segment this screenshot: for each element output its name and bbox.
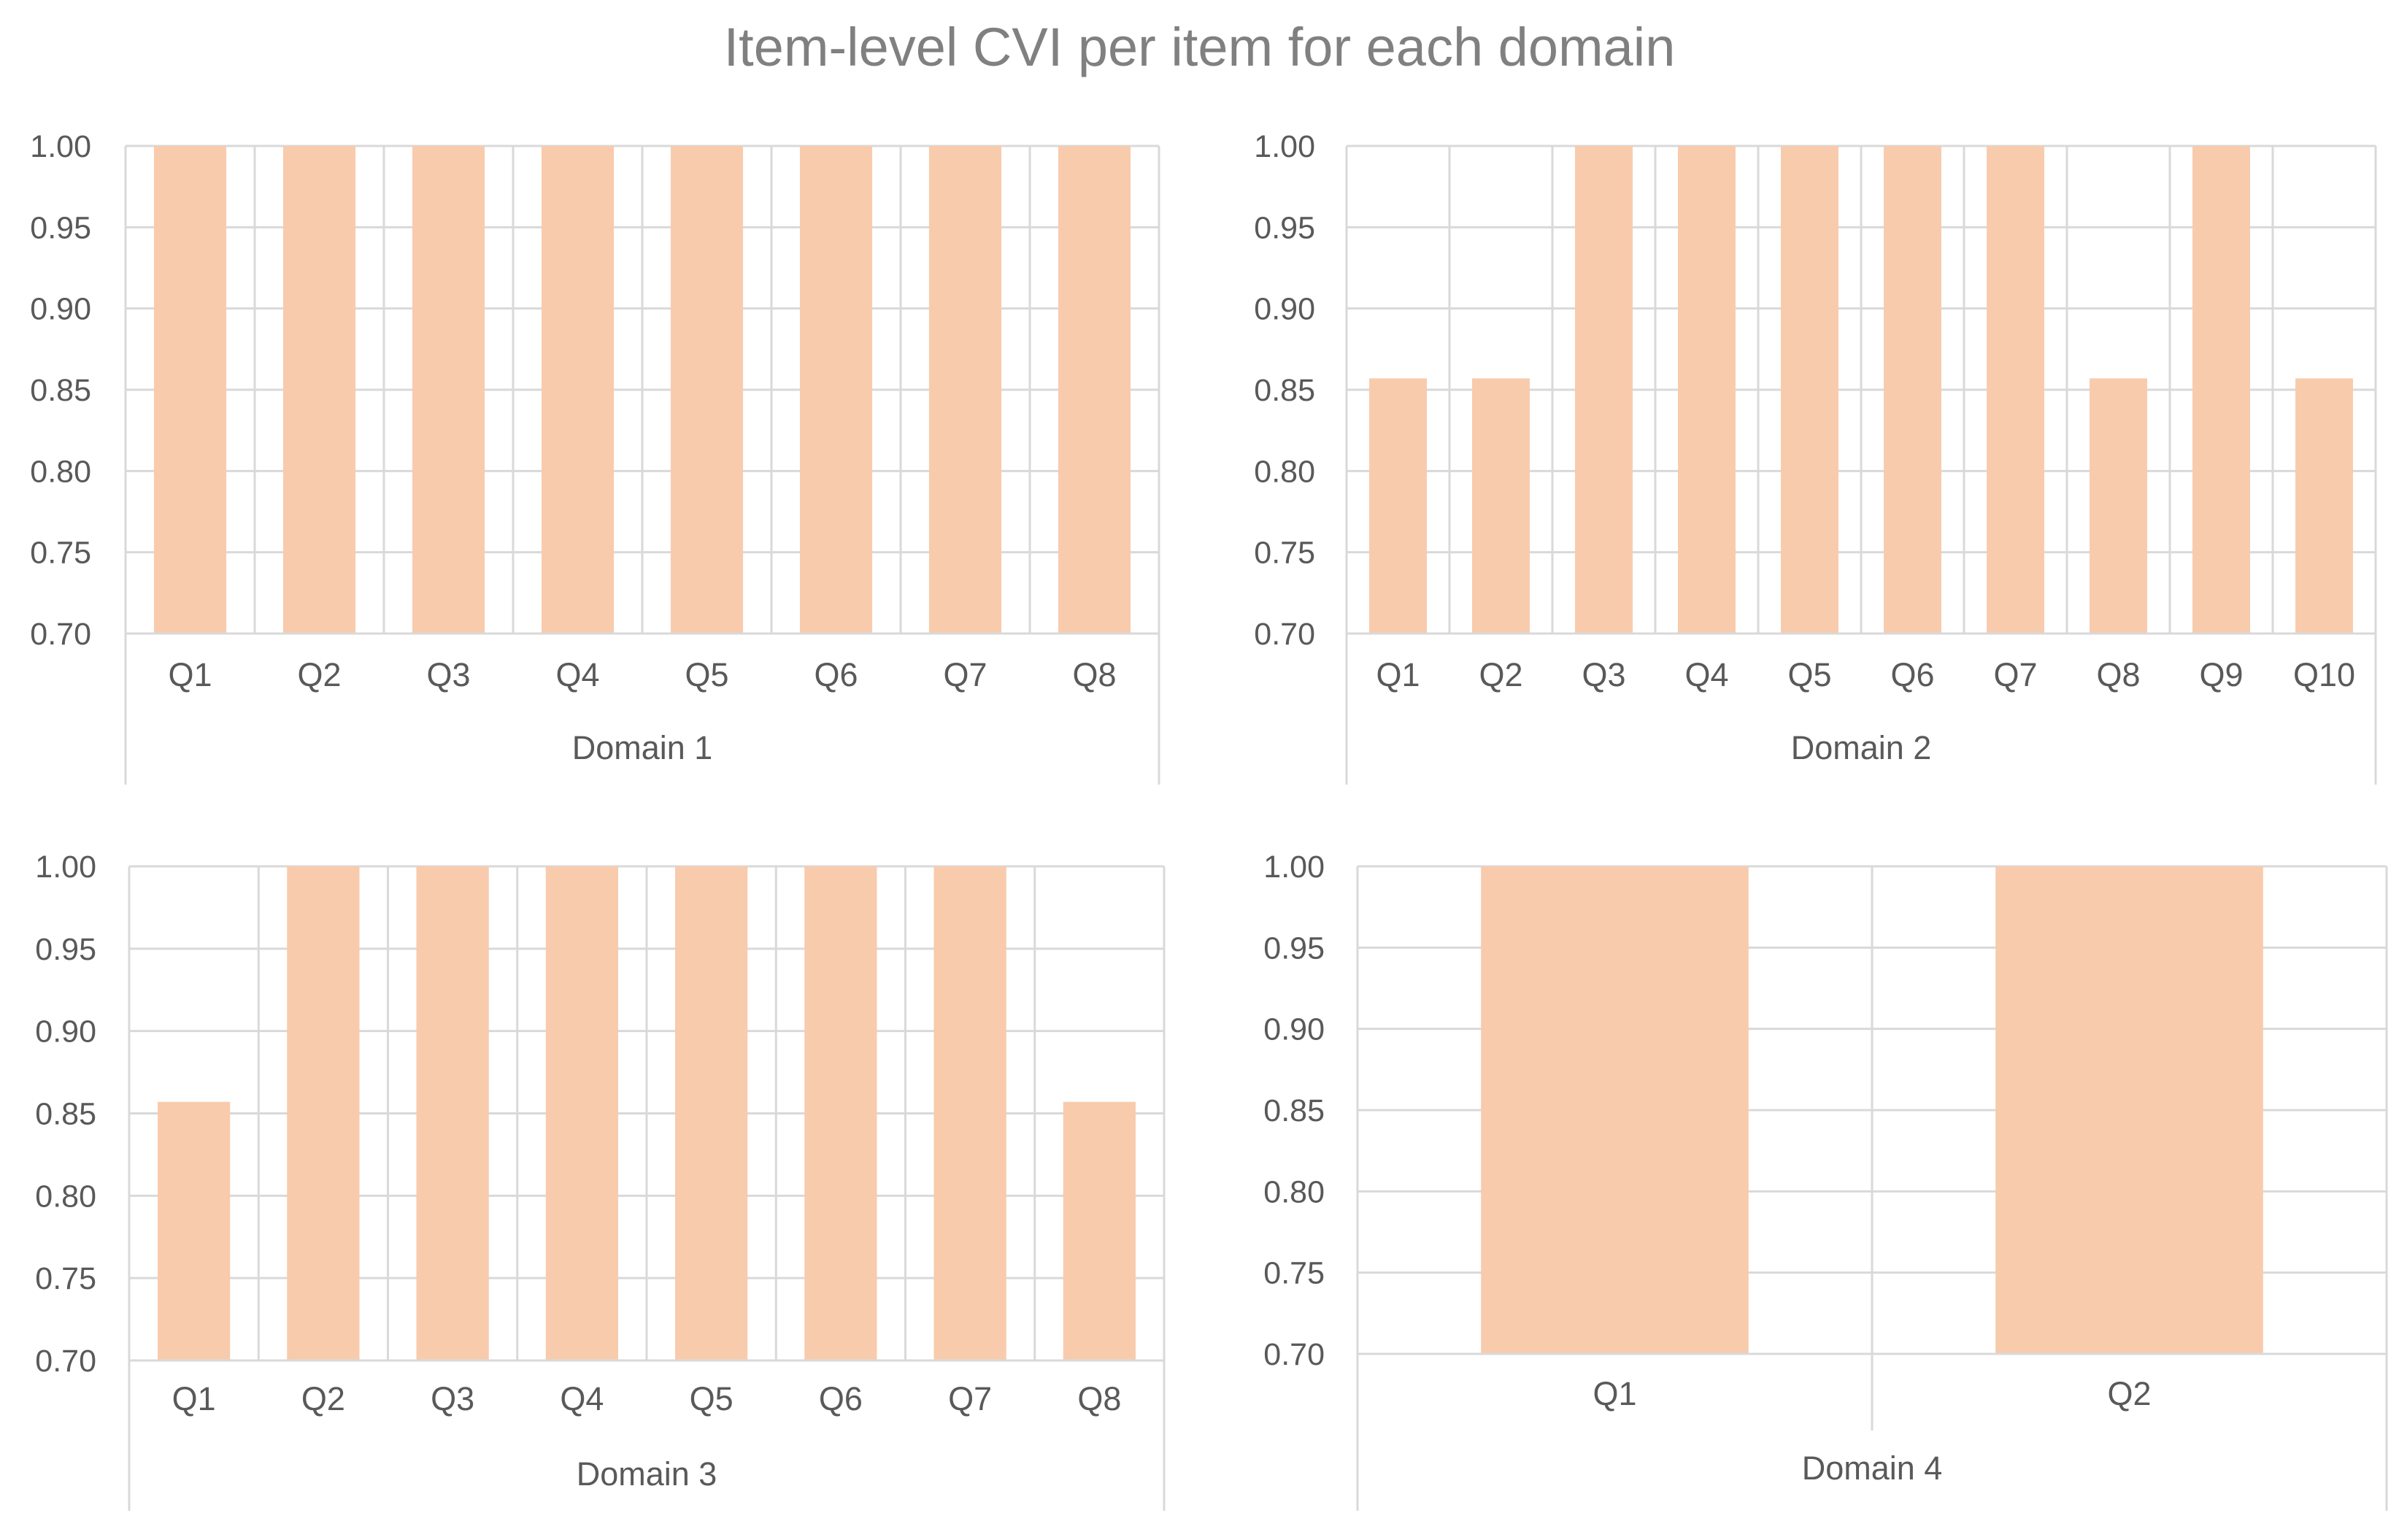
bar-q2 [282, 146, 356, 634]
y-tick-label: 0.95 [1263, 931, 1325, 966]
x-tick-label: Q3 [431, 1380, 474, 1417]
bar-q8 [1063, 1101, 1136, 1360]
y-tick-label: 0.90 [1254, 292, 1315, 327]
x-tick-label: Q6 [819, 1380, 863, 1417]
x-tick-label: Q1 [1593, 1375, 1636, 1412]
x-tick-label: Q8 [2096, 656, 2140, 693]
y-tick-label: 0.70 [1263, 1337, 1325, 1372]
bar-q3 [412, 146, 485, 634]
y-tick-label: 1.00 [30, 129, 91, 164]
y-tick-label: 0.80 [1254, 454, 1315, 489]
y-tick-label: 0.85 [35, 1097, 96, 1132]
y-tick-label: 0.85 [30, 373, 91, 408]
y-tick-label: 0.80 [35, 1179, 96, 1214]
bar-q1 [157, 1101, 231, 1360]
bar-q6 [1884, 146, 1941, 634]
y-tick-label: 0.90 [1263, 1012, 1325, 1047]
x-tick-label: Q9 [2199, 656, 2243, 693]
x-tick-label: Q7 [943, 656, 987, 693]
x-tick-label: Q3 [426, 656, 470, 693]
y-tick-label: 0.70 [1254, 617, 1315, 652]
y-tick-label: 0.70 [35, 1344, 96, 1379]
bar-q3 [1575, 146, 1633, 634]
bar-q7 [1987, 146, 2044, 634]
bar-q4 [1678, 146, 1736, 634]
y-tick-label: 1.00 [35, 850, 96, 885]
x-tick-label: Q6 [1890, 656, 1934, 693]
bar-q8 [2090, 378, 2147, 634]
chart-panel-3: 0.70 0.75 0.80 0.85 0.90 0.95 1.00 Q1 Q2 Q3 Q4 Q5 Q6… [35, 850, 1166, 1511]
chart-panel-2: 0.70 0.75 0.80 0.85 0.90 0.95 1.00 Q1 Q2 Q3 Q4 Q5 Q6… [1254, 129, 2377, 785]
y-tick-label: 0.95 [30, 210, 91, 245]
bar-q2 [1472, 378, 1530, 634]
bar-q10 [2295, 378, 2353, 634]
x-tick-label: Q8 [1077, 1380, 1121, 1417]
y-tick-label: 0.85 [1254, 373, 1315, 408]
x-tick-label: Q2 [2107, 1375, 2151, 1412]
x-tick-label: Q2 [301, 1380, 345, 1417]
bar-q1 [153, 146, 227, 634]
x-tick-label: Q1 [168, 656, 212, 693]
x-tick-label: Q2 [297, 656, 341, 693]
x-tick-label: Q3 [1582, 656, 1625, 693]
bar-q5 [1781, 146, 1838, 634]
bar-q7 [928, 146, 1002, 634]
y-tick-label: 1.00 [1263, 850, 1325, 885]
x-tick-label: Q8 [1072, 656, 1116, 693]
x-tick-label: Q4 [560, 1380, 604, 1417]
bar-q3 [416, 866, 489, 1360]
domain-label: Domain 1 [572, 729, 713, 766]
bar-q2 [287, 866, 360, 1360]
y-tick-label: 1.00 [1254, 129, 1315, 164]
y-tick-label: 0.90 [30, 292, 91, 327]
x-tick-label: Q4 [555, 656, 599, 693]
bar-q4 [541, 146, 615, 634]
x-tick-label: Q4 [1684, 656, 1728, 693]
bar-q6 [799, 146, 873, 634]
y-tick-label: 0.70 [30, 617, 91, 652]
bar-q5 [674, 866, 748, 1360]
bar-q9 [2192, 146, 2250, 634]
domain-label: Domain 2 [1791, 729, 1932, 766]
domain-label: Domain 4 [1802, 1449, 1943, 1487]
x-tick-label: Q5 [1787, 656, 1831, 693]
bar-q7 [933, 866, 1006, 1360]
x-tick-label: Q2 [1479, 656, 1522, 693]
x-tick-label: Q7 [948, 1380, 992, 1417]
y-tick-label: 0.75 [30, 536, 91, 571]
y-tick-label: 0.80 [30, 454, 91, 489]
y-tick-label: 0.95 [1254, 210, 1315, 245]
bar-q8 [1058, 146, 1131, 634]
x-tick-label: Q5 [690, 1380, 733, 1417]
x-tick-label: Q10 [2293, 656, 2355, 693]
y-tick-label: 0.85 [1263, 1093, 1325, 1128]
x-tick-label: Q6 [814, 656, 858, 693]
bar-q4 [545, 866, 619, 1360]
y-tick-label: 0.75 [1263, 1256, 1325, 1291]
bar-q2 [1995, 866, 2263, 1354]
bar-q5 [670, 146, 744, 634]
domain-label: Domain 3 [577, 1455, 717, 1493]
bar-q6 [804, 866, 877, 1360]
y-tick-label: 0.95 [35, 932, 96, 967]
y-tick-label: 0.90 [35, 1015, 96, 1050]
figure-title: Item-level CVI per item for each domain [723, 17, 1676, 77]
x-tick-label: Q1 [1376, 656, 1420, 693]
chart-panel-4: 0.70 0.75 0.80 0.85 0.90 0.95 1.00 Q1 Q2 Domain 4 [1263, 850, 2388, 1511]
bar-q1 [1369, 378, 1427, 634]
y-tick-label: 0.75 [35, 1261, 96, 1296]
x-tick-label: Q1 [172, 1380, 216, 1417]
y-tick-label: 0.75 [1254, 536, 1315, 571]
bar-q1 [1481, 866, 1749, 1354]
chart-panel-1: 0.70 0.75 0.80 0.85 0.90 0.95 1.00 Q1 Q2 Q3 Q4 Q5 Q6… [30, 129, 1160, 785]
x-tick-label: Q5 [685, 656, 728, 693]
y-tick-label: 0.80 [1263, 1174, 1325, 1209]
x-tick-label: Q7 [1993, 656, 2037, 693]
